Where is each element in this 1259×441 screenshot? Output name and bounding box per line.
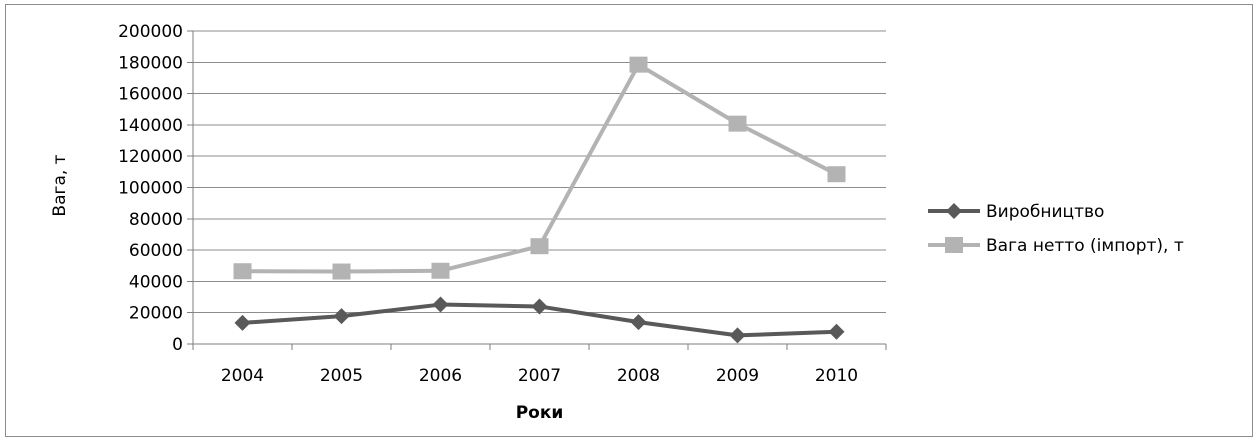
legend: Виробництво Вага нетто (імпорт), т [928, 202, 1184, 256]
y-tick-label: 20000 [129, 304, 183, 324]
y-tick-labels: 0 20000 40000 60000 80000 100000 120000 140000 1… [118, 22, 183, 355]
data-point [629, 56, 648, 73]
legend-marker [946, 203, 962, 219]
y-tick-label: 100000 [118, 179, 183, 199]
data-point [333, 308, 350, 325]
x-tick-label: 2005 [320, 366, 363, 386]
chart-frame: 0 20000 40000 60000 80000 100000 120000 140000 1… [5, 4, 1253, 437]
axes [192, 31, 887, 350]
x-tick-labels: 2004 2005 2006 2007 2008 2009 2010 [221, 366, 858, 386]
x-axis-title: Роки [516, 403, 564, 423]
data-point [531, 298, 548, 315]
legend-item: Виробництво [928, 202, 1104, 222]
x-tick-label: 2004 [221, 366, 264, 386]
y-tick-label: 200000 [118, 22, 183, 42]
data-point [234, 314, 251, 331]
x-tick-label: 2008 [617, 366, 660, 386]
series-lines [233, 56, 846, 344]
data-point [729, 327, 746, 344]
legend-marker [945, 237, 963, 253]
y-tick-label: 80000 [129, 210, 183, 230]
data-point [233, 263, 252, 280]
y-tick-label: 60000 [129, 241, 183, 261]
data-point [332, 263, 351, 280]
data-point [728, 115, 747, 132]
data-point [827, 166, 846, 183]
data-point [828, 323, 845, 340]
legend-label: Вага нетто (імпорт), т [986, 236, 1184, 256]
grid-lines [187, 30, 886, 345]
series-1 [234, 296, 845, 344]
line-chart: 0 20000 40000 60000 80000 100000 120000 140000 1… [50, 22, 1184, 423]
data-point [630, 314, 647, 331]
x-tick-label: 2010 [815, 366, 858, 386]
y-axis-title: Вага, т [50, 154, 70, 216]
y-tick-label: 0 [172, 335, 183, 355]
x-tick-label: 2006 [419, 366, 462, 386]
y-tick-label: 40000 [129, 272, 183, 292]
data-point [431, 262, 450, 279]
data-point [432, 296, 449, 313]
legend-label: Виробництво [986, 202, 1104, 222]
series-2 [233, 56, 846, 280]
y-tick-label: 160000 [118, 85, 183, 105]
x-tick-label: 2007 [518, 366, 561, 386]
data-point [530, 238, 549, 255]
x-tick-label: 2009 [716, 366, 759, 386]
y-tick-label: 120000 [118, 147, 183, 167]
y-tick-label: 180000 [118, 53, 183, 73]
y-tick-label: 140000 [118, 116, 183, 136]
legend-item: Вага нетто (імпорт), т [928, 236, 1184, 256]
